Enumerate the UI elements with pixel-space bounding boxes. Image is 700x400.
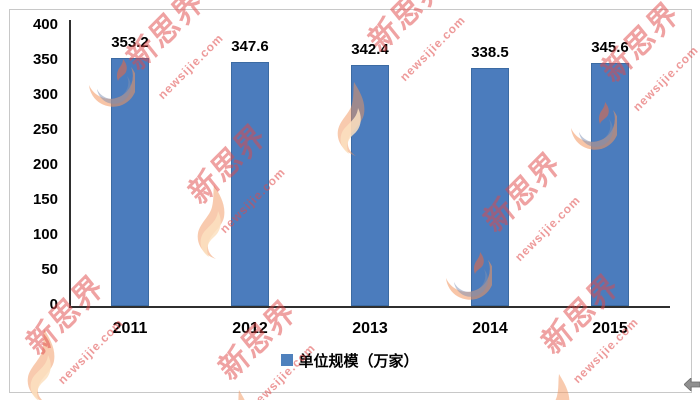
category-label-2012: 2012 [232,320,268,337]
data-label-2011: 353.2 [111,33,149,51]
y-tick-150: 150 [32,191,58,208]
y-tick-250: 250 [32,121,58,138]
y-tick-200: 200 [32,156,58,173]
data-label-2012: 347.6 [231,37,269,55]
category-label-2014: 2014 [472,320,508,337]
category-label-2013: 2013 [352,320,388,337]
y-tick-300: 300 [32,86,58,103]
y-tick-100: 100 [32,226,58,243]
bar-2011 [111,57,149,306]
chart-legend: 单位规模（万家） [0,350,700,370]
data-label-2014: 338.5 [471,44,509,62]
y-tick-350: 350 [32,51,58,68]
y-tick-400: 400 [32,16,58,33]
mouse-cursor-icon [684,378,700,391]
bar-2015 [591,63,629,306]
y-tick-50: 50 [41,261,58,278]
bar-2012 [231,61,269,306]
data-label-2015: 345.6 [591,39,629,57]
legend-label: 单位规模（万家） [298,352,419,370]
category-label-2015: 2015 [592,320,628,337]
bar-2013 [351,65,389,306]
bar-2014 [471,68,509,306]
legend-marker [281,354,294,366]
category-label-2011: 2011 [112,320,148,337]
y-axis-line [69,20,71,308]
y-tick-0: 0 [49,296,58,313]
x-axis-line [69,306,670,308]
data-label-2013: 342.4 [351,41,389,59]
